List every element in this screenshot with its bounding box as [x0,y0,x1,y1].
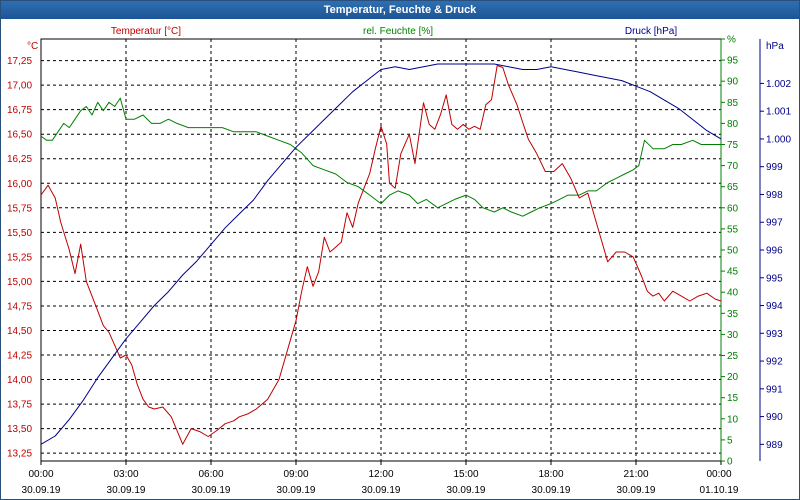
humidity-tick-label: 75 [727,140,739,151]
x-date-label: 30.09.19 [22,485,61,496]
humidity-tick-label: 10 [727,414,739,425]
humidity-tick-label: 90 [727,77,739,88]
temperature-tick-label: 13,75 [7,400,32,411]
pressure-unit: hPa [766,41,784,52]
temperature-tick-label: 17,00 [7,81,32,92]
x-time-label: 18:00 [538,469,563,480]
temperature-series-line [40,65,722,445]
pressure-tick-label: 997 [766,218,783,229]
temperature-tick-label: 14,75 [7,301,32,312]
x-date-label: 01.10.19 [700,485,739,496]
pressure-tick-label: 993 [766,329,783,340]
x-time-label: 15:00 [453,469,478,480]
humidity-tick-label: 80 [727,119,739,130]
humidity-tick-label: 30 [727,330,739,341]
temperature-tick-label: 17,25 [7,56,32,67]
x-date-label: 30.09.19 [277,485,316,496]
pressure-tick-label: 992 [766,357,783,368]
x-time-label: 00:00 [706,469,731,480]
humidity-tick-label: 45 [727,267,739,278]
temperature-tick-label: 15,25 [7,252,32,263]
temperature-tick-label: 15,00 [7,277,32,288]
window-title: Temperatur, Feuchte & Druck [1,1,799,19]
axes [40,38,764,465]
x-time-label: 00:00 [28,469,53,480]
humidity-tick-label: 35 [727,309,739,320]
temperature-tick-label: 16,25 [7,154,32,165]
temperature-tick-label: 15,50 [7,228,32,239]
humidity-series-line [40,97,721,217]
humidity-tick-label: 20 [727,372,739,383]
humidity-tick-label: 60 [727,203,739,214]
temperature-unit: °C [27,41,38,52]
temperature-tick-label: 15,75 [7,203,32,214]
x-time-label: 09:00 [283,469,308,480]
temperature-tick-label: 14,25 [7,351,32,362]
humidity-axis-title: rel. Feuchte [%] [363,26,433,37]
pressure-tick-label: 994 [766,301,783,312]
humidity-tick-label: 5 [727,435,733,446]
humidity-tick-label: 0 [727,457,733,468]
x-time-label: 06:00 [198,469,223,480]
temperature-tick-label: 14,50 [7,326,32,337]
temperature-tick-label: 16,50 [7,130,32,141]
pressure-tick-label: 1.000 [766,134,791,145]
pressure-tick-label: 1.001 [766,107,791,118]
x-date-label: 30.09.19 [532,485,571,496]
humidity-tick-label: 55 [727,224,739,235]
temperature-tick-label: 13,50 [7,424,32,435]
grid [40,39,722,461]
x-time-label: 21:00 [623,469,648,480]
labels: 13,25 13,50 13,75 14,00 14,25 14,50 14,75 15,00… [7,26,791,496]
x-time-label: 03:00 [113,469,138,480]
humidity-tick-label: 70 [727,161,739,172]
series [40,63,722,445]
pressure-tick-label: 990 [766,412,783,423]
humidity-tick-label: % [727,35,736,46]
pressure-series-line [40,63,722,445]
temperature-tick-label: 13,25 [7,449,32,460]
humidity-tick-label: 15 [727,393,739,404]
x-date-label: 30.09.19 [447,485,486,496]
pressure-tick-label: 999 [766,162,783,173]
x-date-label: 30.09.19 [617,485,656,496]
humidity-tick-label: 50 [727,246,739,257]
temperature-tick-label: 16,75 [7,105,32,116]
temperature-tick-label: 16,00 [7,179,32,190]
x-time-label: 12:00 [368,469,393,480]
pressure-tick-label: 998 [766,190,783,201]
temperature-axis-title: Temperatur [°C] [111,26,181,37]
pressure-tick-label: 996 [766,246,783,257]
x-date-label: 30.09.19 [107,485,146,496]
humidity-tick-label: 85 [727,98,739,109]
temperature-tick-label: 14,00 [7,375,32,386]
pressure-axis-title: Druck [hPa] [625,26,677,37]
pressure-tick-label: 1.002 [766,79,791,90]
humidity-tick-label: 65 [727,182,739,193]
humidity-tick-label: 40 [727,288,739,299]
humidity-tick-label: 95 [727,56,739,67]
humidity-tick-label: 25 [727,351,739,362]
pressure-tick-label: 989 [766,440,783,451]
pressure-tick-label: 991 [766,384,783,395]
pressure-tick-label: 995 [766,273,783,284]
x-date-label: 30.09.19 [192,485,231,496]
x-date-label: 30.09.19 [362,485,401,496]
